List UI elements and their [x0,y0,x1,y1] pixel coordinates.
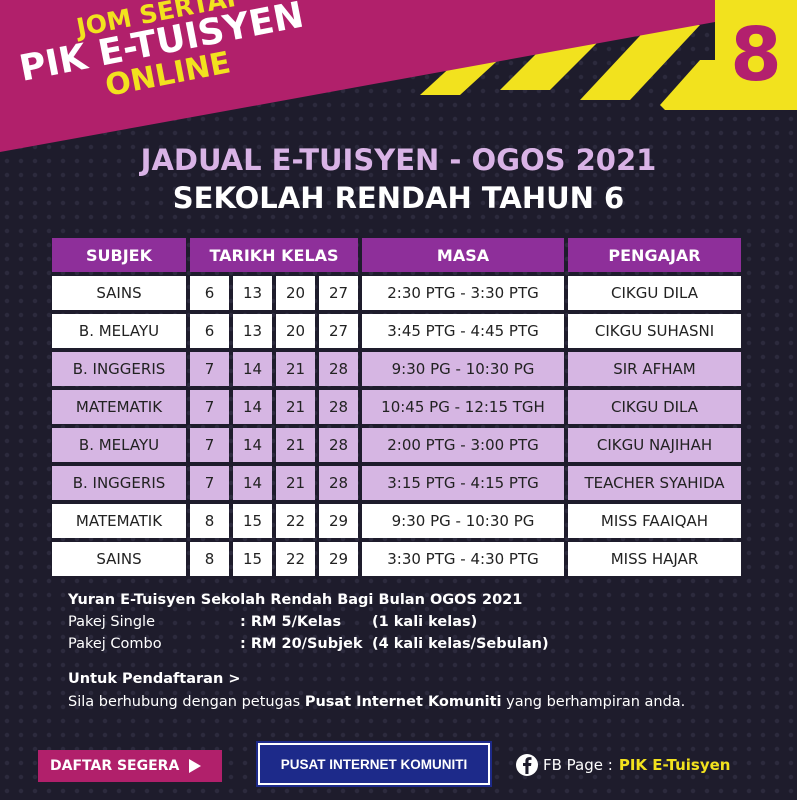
date-cell: 22 [276,504,315,538]
date-cell: 7 [190,466,229,500]
button-label: DAFTAR SEGERA [50,758,180,774]
registration-text: Sila berhubung dengan petugas Pusat Inte… [68,694,685,710]
text: Sila berhubung dengan petugas [68,694,301,710]
date-cell: 28 [319,428,358,462]
date-cell: 6 [190,276,229,310]
fb-info: FB Page : PIK E-Tuisyen [515,753,730,777]
time-cell: 3:30 PTG - 4:30 PTG [362,542,564,576]
title: JADUAL E-TUISYEN - OGOS 2021 [140,143,657,177]
subject-cell: B. INGGERIS [52,466,186,500]
date-cell: 21 [276,352,315,386]
date-cell: 21 [276,466,315,500]
teacher-cell: CIKGU NAJIHAH [568,428,741,462]
fees-title: Yuran E-Tuisyen Sekolah Rendah Bagi Bula… [68,592,523,608]
header-cell: SUBJEK [52,238,186,272]
logo: PUSAT INTERNET KOMUNITI [256,741,492,787]
arrow-icon [189,759,202,773]
subject-cell: MATEMATIK [52,390,186,424]
subject-cell: B. MELAYU [52,428,186,462]
date-cell: 14 [233,352,272,386]
date-cell: 20 [276,276,315,310]
teacher-cell: CIKGU SUHASNI [568,314,741,348]
fee-text: (4 kali kelas/Sebulan) [372,636,549,652]
date-cell: 22 [276,542,315,576]
fb-icon [516,754,538,776]
date-cell: 14 [233,428,272,462]
subject-cell: B. MELAYU [52,314,186,348]
date-cell: 14 [233,390,272,424]
date-cell: 28 [319,466,358,500]
subject-cell: MATEMATIK [52,504,186,538]
register-button: DAFTAR SEGERA [38,750,222,782]
time-cell: 9:30 PG - 10:30 PG [362,504,564,538]
time-cell: 3:15 PTG - 4:15 PTG [362,466,564,500]
date-cell: 7 [190,352,229,386]
header-cell: PENGAJAR [568,238,741,272]
teacher-cell: CIKGU DILA [568,390,741,424]
teacher-cell: TEACHER SYAHIDA [568,466,741,500]
teacher-cell: SIR AFHAM [568,352,741,386]
subject-cell: SAINS [52,276,186,310]
text: Pusat Internet Komuniti [304,694,502,710]
date-cell: 7 [190,428,229,462]
header-cell: TARIKH KELAS [190,238,358,272]
text: yang berhampiran anda. [506,694,686,710]
subject-cell: B. INGGERIS [52,352,186,386]
date-cell: 15 [233,542,272,576]
teacher-cell: CIKGU DILA [568,276,741,310]
date-cell: 8 [190,542,229,576]
time-cell: 2:00 PTG - 3:00 PTG [362,428,564,462]
date-cell: 20 [276,314,315,348]
fb-label: FB Page : [543,756,613,774]
date-cell: 8 [190,504,229,538]
fee-text: (1 kali kelas) [372,614,478,630]
subtitle: SEKOLAH RENDAH TAHUN 6 [172,181,625,215]
date-cell: 13 [233,314,272,348]
date-cell: 28 [319,352,358,386]
date-cell: 13 [233,276,272,310]
date-cell: 6 [190,314,229,348]
fb-name: PIK E-Tuisyen [618,756,731,774]
date-cell: 28 [319,390,358,424]
date-cell: 29 [319,504,358,538]
date-cell: 27 [319,314,358,348]
teacher-cell: MISS HAJAR [568,542,741,576]
date-cell: 21 [276,390,315,424]
date-cell: 27 [319,276,358,310]
registration-title: Untuk Pendaftaran > [68,671,241,687]
fee-text: Pakej Single [68,614,155,630]
date-cell: 14 [233,466,272,500]
banner-number: 8 [730,12,782,98]
header-cell: MASA [362,238,564,272]
banner-shapes [0,0,797,152]
date-cell: 15 [233,504,272,538]
fee-text: : RM 20/Subjek [240,636,363,652]
date-cell: 7 [190,390,229,424]
date-cell: 29 [319,542,358,576]
time-cell: 10:45 PG - 12:15 TGH [362,390,564,424]
teacher-cell: MISS FAAIQAH [568,504,741,538]
time-cell: 9:30 PG - 10:30 PG [362,352,564,386]
fee-text: Pakej Combo [68,636,162,652]
schedule-table: SUBJEK TARIKH KELAS MASA PENGAJAR SAINS 6 13 20… [52,238,741,576]
time-cell: 3:45 PTG - 4:45 PTG [362,314,564,348]
date-cell: 21 [276,428,315,462]
time-cell: 2:30 PTG - 3:30 PTG [362,276,564,310]
fee-text: : RM 5/Kelas [240,614,342,630]
subject-cell: SAINS [52,542,186,576]
